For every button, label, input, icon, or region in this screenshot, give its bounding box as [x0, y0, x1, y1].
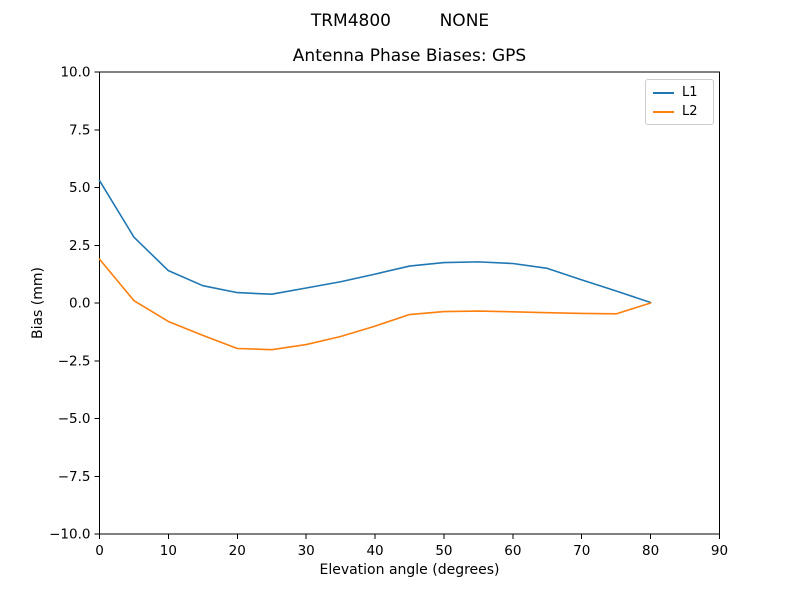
legend-entry-l2: L2 — [653, 105, 705, 118]
legend-line-sample-l1 — [653, 91, 674, 94]
x-tick-label: 70 — [573, 543, 590, 559]
y-tick-label: 10.0 — [60, 65, 90, 81]
y-tick-label: 2.5 — [69, 238, 90, 254]
axes-spines — [99, 71, 720, 535]
line-series-l1 — [98, 179, 652, 304]
x-tick-label: 10 — [160, 543, 177, 559]
chart-title: Antenna Phase Biases: GPS — [292, 46, 527, 66]
y-tick-label: 0.0 — [69, 296, 90, 312]
legend-label-l1: L1 — [682, 85, 698, 100]
x-tick-label: 90 — [711, 543, 728, 559]
x-tick-label: 0 — [95, 543, 104, 559]
x-tick-label: 30 — [298, 543, 315, 559]
legend-label-l2: L2 — [682, 104, 698, 119]
x-tick-label: 20 — [229, 543, 246, 559]
y-tick-label: 7.5 — [69, 122, 90, 138]
y-tick-label: 5.0 — [69, 180, 90, 196]
legend: L1 L2 — [645, 79, 714, 125]
x-tick-label: 60 — [504, 543, 521, 559]
x-tick-label: 80 — [642, 543, 659, 559]
line-series-l2 — [98, 258, 652, 351]
x-tick-label: 50 — [435, 543, 452, 559]
y-tick-label: −7.5 — [58, 469, 91, 485]
legend-entry-l1: L1 — [653, 86, 705, 99]
x-tick-label: 40 — [366, 543, 383, 559]
y-tick-label: −10.0 — [49, 527, 90, 543]
figure-suptitle: TRM4800 NONE — [310, 11, 490, 31]
y-axis-label: Bias (mm) — [30, 266, 46, 340]
x-axis-label: Elevation angle (degrees) — [319, 562, 500, 578]
y-tick-label: −5.0 — [58, 411, 91, 427]
y-tick-label: −2.5 — [58, 353, 91, 369]
legend-line-sample-l2 — [653, 110, 674, 113]
